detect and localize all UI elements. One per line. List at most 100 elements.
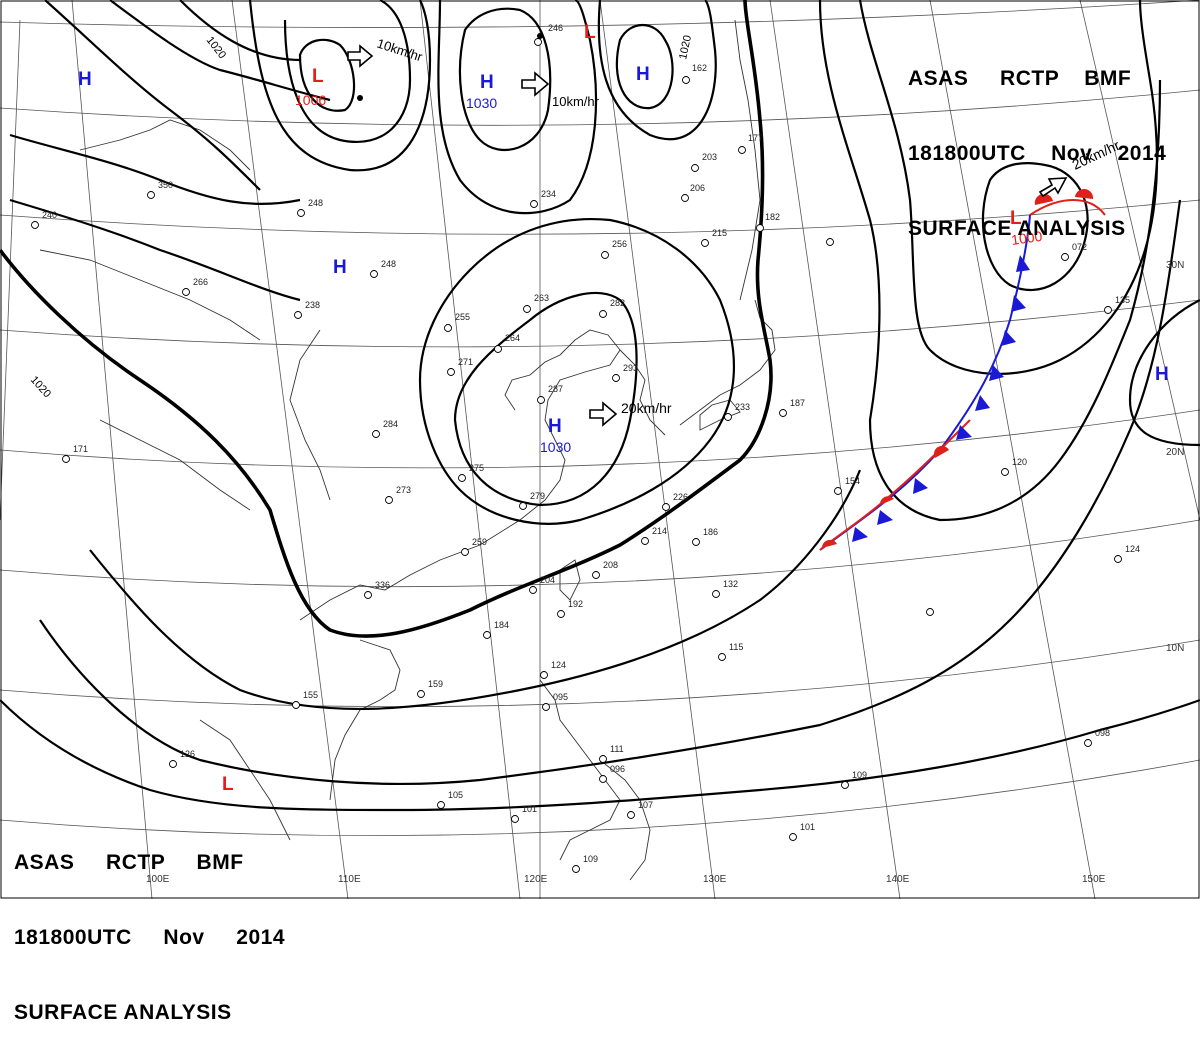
station-value: 120: [1012, 457, 1027, 467]
station-value: 072: [1072, 242, 1087, 252]
station-value: 214: [652, 526, 667, 536]
station-value: 095: [553, 692, 568, 702]
high-center-marker: H: [480, 72, 494, 93]
arrow-icon: [589, 401, 618, 427]
header-bottom-left: ASAS RCTP BMF 181800UTC Nov 2014 SURFACE…: [14, 800, 285, 1050]
header-year: 2014: [1117, 142, 1167, 165]
arrow-icon: [521, 71, 550, 97]
station-value: 107: [638, 800, 653, 810]
station-value: 101: [522, 804, 537, 814]
station-value: 182: [765, 212, 780, 222]
graticule-parallels: [0, 0, 1200, 837]
header-time: 181800UTC: [908, 142, 1026, 165]
isobar-label: 1020: [677, 34, 694, 60]
station-value: 105: [448, 790, 463, 800]
station-value: 256: [612, 239, 627, 249]
pressure-value: 1000: [1010, 228, 1043, 248]
station-value: 293: [623, 363, 638, 373]
isobar-label: 1020: [204, 34, 229, 61]
station-value: 226: [673, 492, 688, 502]
station-value: 115: [729, 642, 743, 652]
high-center-marker: H: [333, 257, 347, 278]
header-title: SURFACE ANALYSIS: [908, 217, 1126, 240]
surface-analysis-map: 1020 1020 1020: [0, 0, 1200, 899]
pressure-value: 1030: [466, 95, 497, 111]
station-value: 273: [396, 485, 411, 495]
map-frame: [0, 0, 1200, 899]
header-month: Nov: [163, 926, 205, 949]
station-value: 187: [790, 398, 805, 408]
station-value: 234: [541, 189, 556, 199]
station-value: 192: [568, 599, 583, 609]
high-center-marker: H: [1155, 364, 1169, 385]
station-value: 171: [73, 444, 88, 454]
header-code: BMF: [196, 851, 244, 874]
station-value: 208: [603, 560, 618, 570]
movement-label: 20km/hr: [621, 400, 672, 416]
station-value: 238: [305, 300, 320, 310]
station-value: 215: [712, 228, 727, 238]
cold-front-triangles: [852, 255, 1030, 542]
station-symbols: [31, 38, 1122, 873]
station-value: 135: [1115, 295, 1130, 305]
warm-semicircles: [821, 445, 949, 548]
station-value: 264: [505, 333, 520, 343]
high-center-marker: H: [78, 69, 92, 90]
movement-label: 10km/hr: [552, 94, 600, 109]
movement-label: 10km/hr: [375, 36, 425, 65]
lat-label: 10N: [1166, 643, 1184, 654]
arrow-icon: [347, 44, 374, 68]
station-value: 246: [548, 23, 563, 33]
warm-front-line: [1029, 199, 1106, 216]
isobars: [0, 0, 1200, 812]
lon-label: 140E: [886, 874, 910, 885]
station-value: 154: [845, 476, 860, 486]
station-value: 271: [458, 357, 473, 367]
station-value: 101: [800, 822, 815, 832]
header-station: RCTP: [1000, 67, 1059, 90]
movement-arrows: [347, 44, 1068, 427]
header-station: RCTP: [106, 851, 165, 874]
station-value: 282: [610, 298, 625, 308]
station-plots: 246 162 177 203 206 182 215 256 263 282 …: [42, 23, 1140, 864]
station-value: 184: [494, 620, 509, 630]
axis-labels: 100E 110E 120E 130E 140E 150E 30N 20N 10…: [146, 260, 1184, 885]
station-value: 096: [610, 764, 625, 774]
header-product: ASAS: [908, 67, 969, 90]
lon-label: 110E: [338, 874, 361, 885]
station-value: 284: [383, 419, 398, 429]
station-value: 275: [469, 463, 484, 473]
station-value: 240: [42, 210, 57, 220]
header-top-right: ASAS RCTP BMF 181800UTC Nov 2014 SURFACE…: [908, 16, 1166, 266]
header-product: ASAS: [14, 851, 75, 874]
high-center-marker: H: [636, 64, 650, 85]
lon-label: 130E: [703, 874, 727, 885]
graticule-meridians: [0, 0, 1200, 899]
station-value: 132: [723, 579, 738, 589]
center-dots: [357, 33, 543, 101]
station-value: 155: [303, 690, 318, 700]
warm-front-symbol: [1034, 193, 1053, 205]
coastlines: [39, 19, 776, 881]
lon-label: 150E: [1082, 874, 1106, 885]
station-value: 350: [158, 180, 173, 190]
station-value: 126: [180, 749, 195, 759]
pressure-value: 1006: [295, 92, 326, 108]
station-value: 336: [375, 580, 390, 590]
station-value: 159: [428, 679, 443, 689]
lat-label: 20N: [1166, 447, 1184, 458]
lon-label: 120E: [524, 874, 548, 885]
station-value: 124: [1125, 544, 1140, 554]
lat-label: 30N: [1166, 260, 1184, 271]
station-value: 206: [690, 183, 705, 193]
station-value: 287: [548, 384, 563, 394]
station-value: 124: [551, 660, 566, 670]
header-time: 181800UTC: [14, 926, 132, 949]
station-value: 266: [193, 277, 208, 287]
station-value: 098: [1095, 728, 1110, 738]
arrow-icon: [1038, 177, 1068, 198]
isobar-label: 1020: [28, 374, 53, 400]
station-value: 204: [540, 575, 555, 585]
low-center-marker: L: [584, 22, 596, 43]
station-value: 177: [748, 133, 763, 143]
